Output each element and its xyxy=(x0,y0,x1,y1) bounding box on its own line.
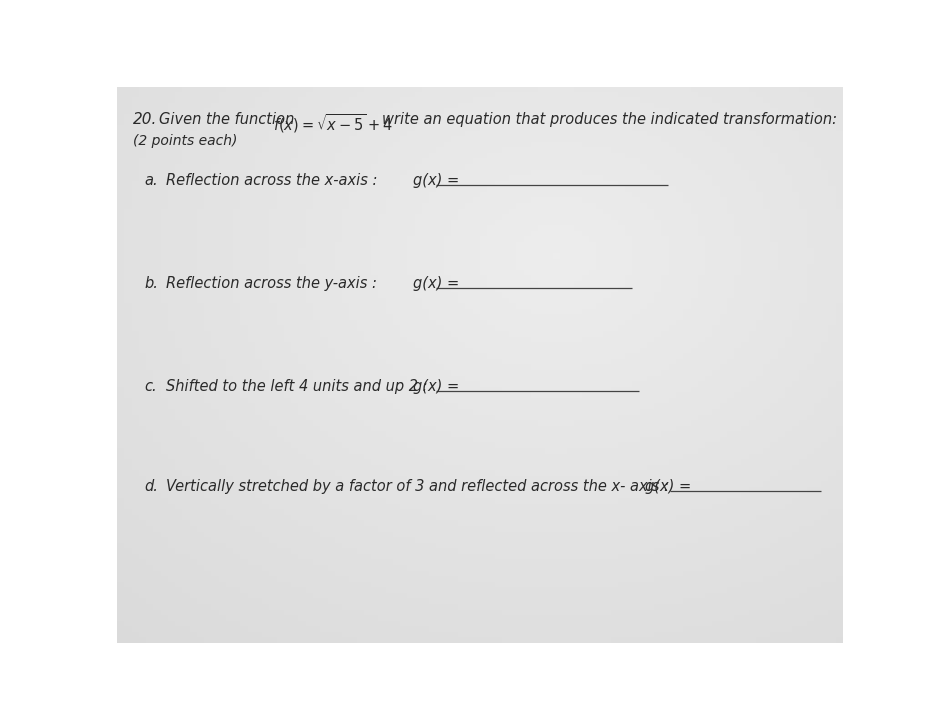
Text: g(x) =: g(x) = xyxy=(413,276,460,291)
Text: Shifted to the left 4 units and up 2 :: Shifted to the left 4 units and up 2 : xyxy=(167,379,428,394)
Text: Reflection across the x-axis :: Reflection across the x-axis : xyxy=(167,173,378,188)
Text: Vertically stretched by a factor of 3 and reflected across the x- axis :: Vertically stretched by a factor of 3 an… xyxy=(167,479,669,495)
Text: b.: b. xyxy=(144,276,158,291)
Text: 20.: 20. xyxy=(133,112,157,127)
Text: $f(x)=\sqrt{x-5}+4$: $f(x)=\sqrt{x-5}+4$ xyxy=(273,112,393,134)
Text: Given the function: Given the function xyxy=(159,112,295,127)
Text: write an equation that produces the indicated transformation:: write an equation that produces the indi… xyxy=(382,112,837,127)
Text: a.: a. xyxy=(144,173,158,188)
Text: (2 points each): (2 points each) xyxy=(133,134,238,148)
Text: g(x) =: g(x) = xyxy=(413,379,460,394)
Text: Reflection across the y-axis :: Reflection across the y-axis : xyxy=(167,276,377,291)
Text: c.: c. xyxy=(144,379,157,394)
Text: d.: d. xyxy=(144,479,158,495)
Text: g(x) =: g(x) = xyxy=(645,479,692,495)
Text: g(x) =: g(x) = xyxy=(413,173,460,188)
